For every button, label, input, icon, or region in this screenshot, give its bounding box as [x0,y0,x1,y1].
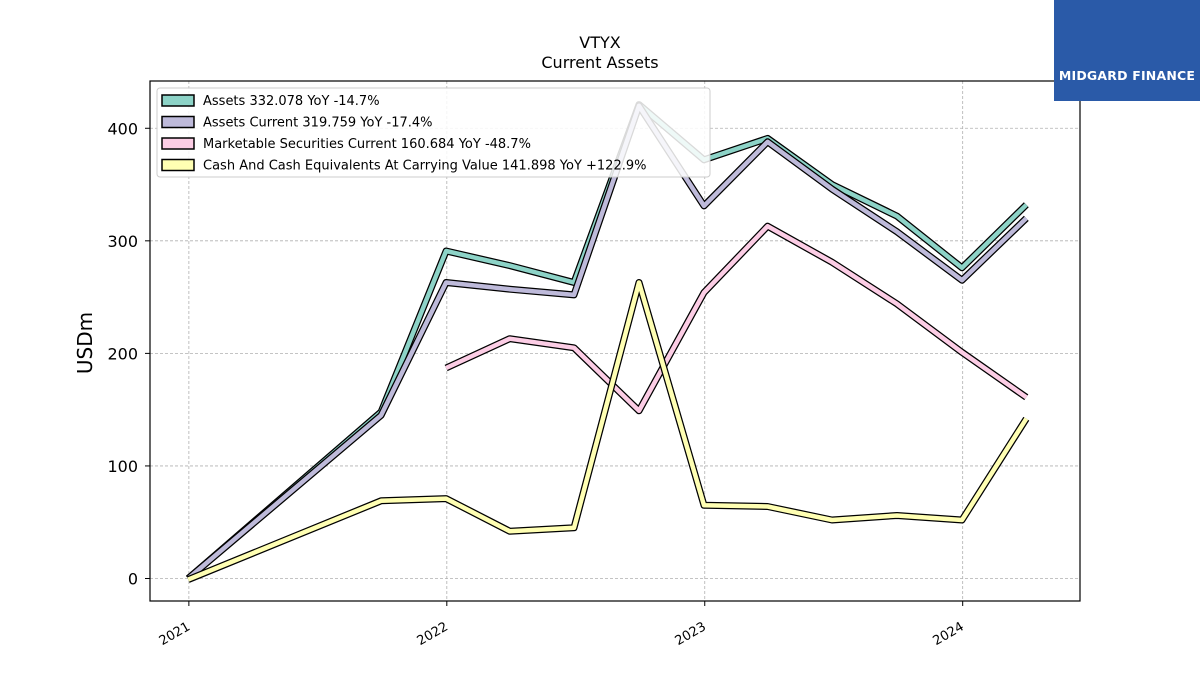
series-line [187,280,1029,582]
x-tick-label: 2022 [415,619,451,649]
y-tick-label: 200 [107,344,138,363]
logo-text: MIDGARD FINANCE [1058,68,1196,83]
series-line-outline [186,279,1030,583]
chart-subtitle: Current Assets [541,53,658,72]
legend-entry: Assets Current 319.759 YoY -17.4% [203,116,433,131]
legend-swatch [161,94,195,107]
legend-entry: Marketable Securities Current 160.684 Yo… [203,137,531,152]
legend-swatch [161,137,195,150]
y-tick-label: 0 [128,569,138,588]
logo-mark-icon [1054,0,1200,68]
legend: Assets 332.078 YoY -14.7% Assets Current … [156,87,711,178]
legend-entry: Assets 332.078 YoY -14.7% [203,94,380,109]
legend-swatch [161,158,195,172]
x-tick-label: 2021 [157,619,193,649]
chart-title: VTYX [579,33,620,52]
x-tick-label: 2023 [673,619,709,649]
plot-frame [149,80,1081,602]
series-2 [444,222,1029,415]
y-axis-label: USDm [73,312,97,374]
y-tick-label: 400 [107,119,138,138]
y-tick-label: 100 [107,457,138,476]
legend-swatch [161,115,195,129]
legend-box [156,87,711,178]
y-tick-label: 300 [107,232,138,251]
series-3 [186,279,1030,583]
x-tick-label: 2024 [931,619,967,649]
legend-entry: Cash And Cash Equivalents At Carrying Va… [203,159,646,174]
series-line [445,223,1028,414]
midgard-finance-logo: MIDGARD FINANCE [1054,0,1200,101]
